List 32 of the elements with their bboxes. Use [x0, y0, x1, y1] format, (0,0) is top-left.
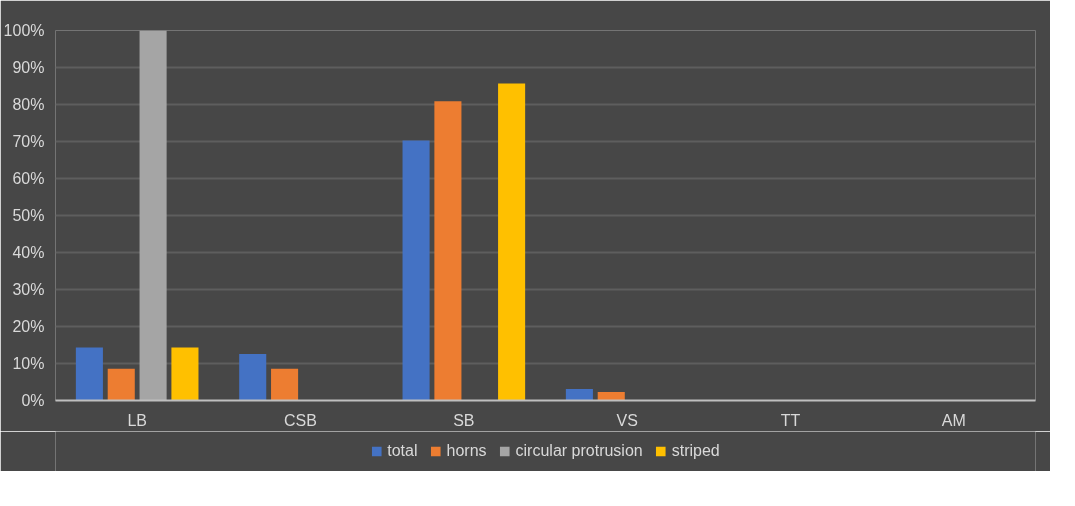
y-tick-label: 90% — [12, 59, 45, 76]
bar — [597, 391, 625, 401]
y-tick-label: 60% — [12, 170, 45, 187]
y-tick-label: 100% — [3, 22, 45, 39]
y-tick-label: 10% — [12, 355, 45, 372]
y-tick-label: 70% — [12, 133, 45, 150]
bar — [402, 140, 430, 401]
bar — [75, 347, 103, 401]
legend-label: total — [387, 442, 418, 460]
legend-label: striped — [671, 442, 720, 460]
x-tick-label: CSB — [284, 411, 317, 429]
y-tick-label: 30% — [12, 281, 45, 298]
y-tick-label: 40% — [12, 244, 45, 261]
legend-label: horns — [446, 442, 487, 460]
bar — [565, 389, 593, 401]
bar — [239, 353, 267, 401]
y-tick-label: 0% — [21, 392, 45, 409]
x-tick-label: TT — [780, 411, 801, 429]
bar — [498, 83, 526, 401]
bar — [139, 30, 167, 401]
bar — [171, 347, 199, 401]
bar — [107, 368, 135, 401]
y-tick-label: 80% — [12, 96, 45, 113]
y-tick-label: 50% — [12, 207, 45, 224]
bar — [434, 101, 462, 401]
x-tick-label: VS — [616, 411, 638, 429]
x-tick-label: LB — [127, 411, 147, 429]
bar — [271, 368, 299, 401]
x-tick-label: SB — [453, 411, 475, 429]
x-tick-label: AM — [941, 411, 966, 429]
legend-label: circular protrusion — [515, 442, 643, 460]
y-tick-label: 20% — [12, 318, 45, 335]
